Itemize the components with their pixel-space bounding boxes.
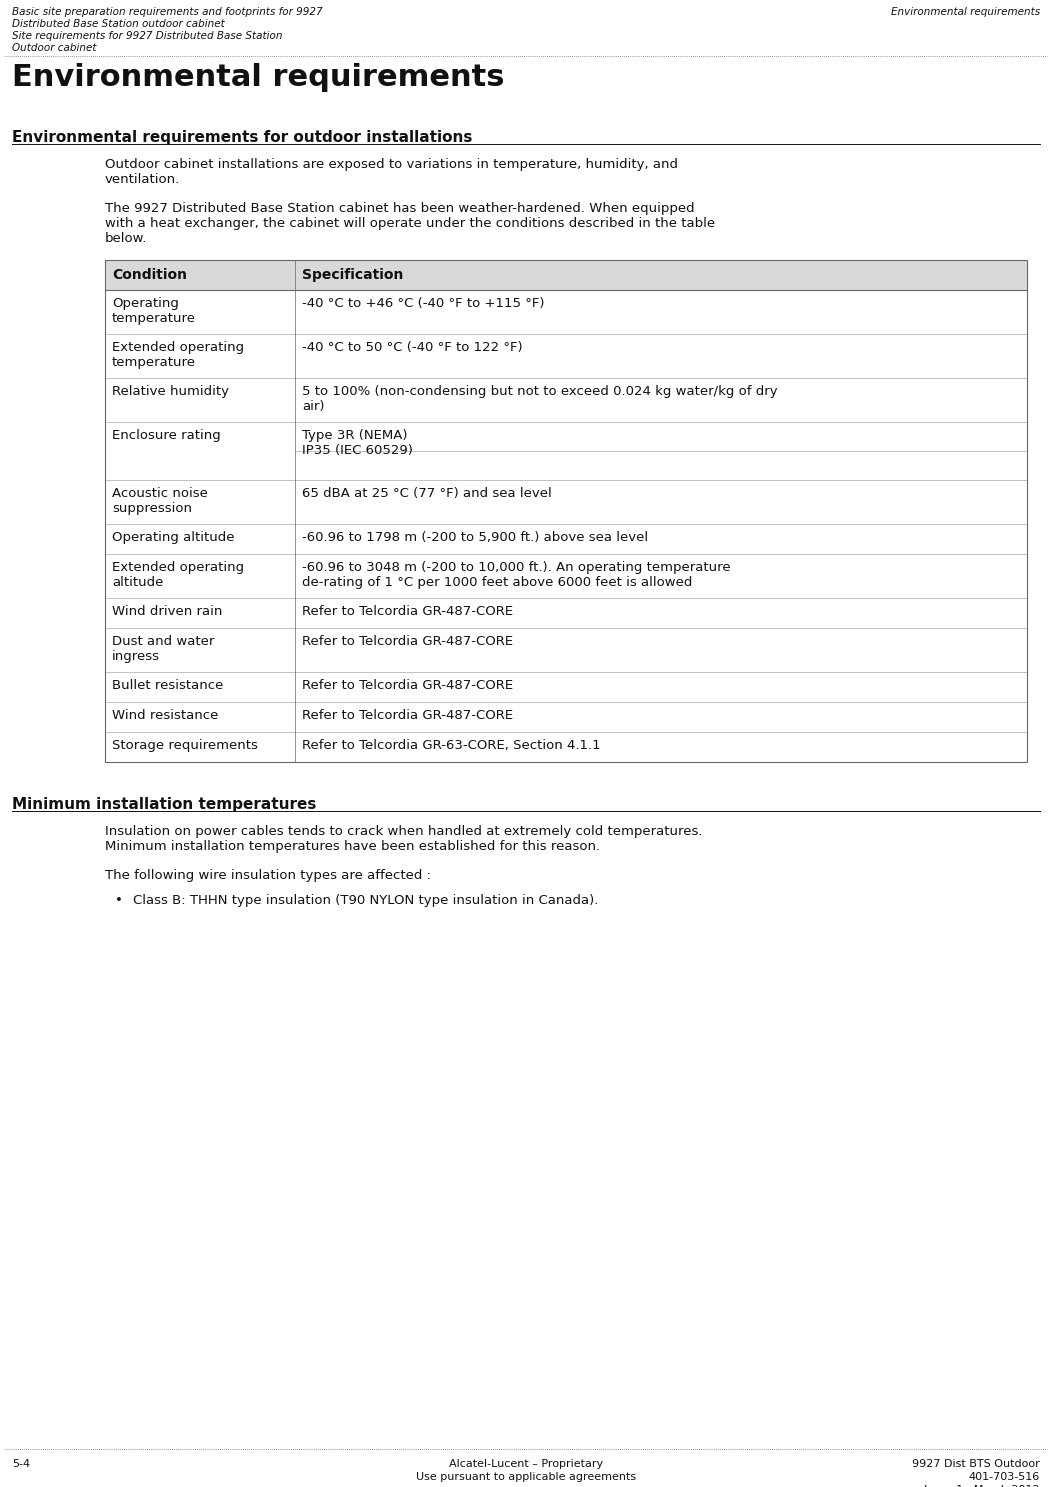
Text: Minimum installation temperatures: Minimum installation temperatures xyxy=(12,797,317,812)
Text: Minimum installation temperatures have been established for this reason.: Minimum installation temperatures have b… xyxy=(105,840,600,854)
Text: 9927 Dist BTS Outdoor: 9927 Dist BTS Outdoor xyxy=(912,1459,1040,1469)
Text: Outdoor cabinet installations are exposed to variations in temperature, humidity: Outdoor cabinet installations are expose… xyxy=(105,158,677,171)
Text: Outdoor cabinet: Outdoor cabinet xyxy=(12,43,97,54)
Text: Extended operating
temperature: Extended operating temperature xyxy=(112,341,244,369)
Text: Wind resistance: Wind resistance xyxy=(112,709,219,723)
Text: Storage requirements: Storage requirements xyxy=(112,739,258,752)
Bar xyxy=(105,260,1027,761)
Text: Relative humidity: Relative humidity xyxy=(112,385,229,399)
Text: below.: below. xyxy=(105,232,147,245)
Text: ventilation.: ventilation. xyxy=(105,172,180,186)
Text: Type 3R (NEMA)
IP35 (IEC 60529): Type 3R (NEMA) IP35 (IEC 60529) xyxy=(302,430,412,457)
Text: Bullet resistance: Bullet resistance xyxy=(112,680,223,691)
Text: Refer to Telcordia GR-487-CORE: Refer to Telcordia GR-487-CORE xyxy=(302,635,513,648)
Text: Acoustic noise
suppression: Acoustic noise suppression xyxy=(112,488,208,515)
Text: Refer to Telcordia GR-487-CORE: Refer to Telcordia GR-487-CORE xyxy=(302,709,513,723)
Text: Enclosure rating: Enclosure rating xyxy=(112,430,221,442)
Text: Environmental requirements: Environmental requirements xyxy=(12,62,505,92)
Text: •: • xyxy=(115,894,123,907)
Text: -60.96 to 3048 m (-200 to 10,000 ft.). An operating temperature
de-rating of 1 °: -60.96 to 3048 m (-200 to 10,000 ft.). A… xyxy=(302,561,731,589)
Text: Operating altitude: Operating altitude xyxy=(112,531,235,544)
Text: 5 to 100% (non-condensing but not to exceed 0.024 kg water/kg of dry
air): 5 to 100% (non-condensing but not to exc… xyxy=(302,385,777,413)
Text: Wind driven rain: Wind driven rain xyxy=(112,605,222,619)
Text: Alcatel-Lucent – Proprietary: Alcatel-Lucent – Proprietary xyxy=(449,1459,603,1469)
Text: -40 °C to +46 °C (-40 °F to +115 °F): -40 °C to +46 °C (-40 °F to +115 °F) xyxy=(302,297,545,309)
Text: Insulation on power cables tends to crack when handled at extremely cold tempera: Insulation on power cables tends to crac… xyxy=(105,825,703,839)
Text: -60.96 to 1798 m (-200 to 5,900 ft.) above sea level: -60.96 to 1798 m (-200 to 5,900 ft.) abo… xyxy=(302,531,648,544)
Text: Site requirements for 9927 Distributed Base Station: Site requirements for 9927 Distributed B… xyxy=(12,31,283,42)
Text: Use pursuant to applicable agreements: Use pursuant to applicable agreements xyxy=(416,1472,636,1483)
Bar xyxy=(105,260,1027,290)
Text: Extended operating
altitude: Extended operating altitude xyxy=(112,561,244,589)
Text: The following wire insulation types are affected :: The following wire insulation types are … xyxy=(105,868,431,882)
Text: Class B: THHN type insulation (T90 NYLON type insulation in Canada).: Class B: THHN type insulation (T90 NYLON… xyxy=(133,894,599,907)
Text: with a heat exchanger, the cabinet will operate under the conditions described i: with a heat exchanger, the cabinet will … xyxy=(105,217,715,230)
Text: Environmental requirements for outdoor installations: Environmental requirements for outdoor i… xyxy=(12,129,472,146)
Text: 65 dBA at 25 °C (77 °F) and sea level: 65 dBA at 25 °C (77 °F) and sea level xyxy=(302,488,551,500)
Text: -40 °C to 50 °C (-40 °F to 122 °F): -40 °C to 50 °C (-40 °F to 122 °F) xyxy=(302,341,523,354)
Text: The 9927 Distributed Base Station cabinet has been weather-hardened. When equipp: The 9927 Distributed Base Station cabine… xyxy=(105,202,694,216)
Text: Condition: Condition xyxy=(112,268,187,283)
Text: 401-703-516: 401-703-516 xyxy=(969,1472,1040,1483)
Text: Refer to Telcordia GR-487-CORE: Refer to Telcordia GR-487-CORE xyxy=(302,605,513,619)
Text: Distributed Base Station outdoor cabinet: Distributed Base Station outdoor cabinet xyxy=(12,19,225,30)
Text: Issue 1   March 2012: Issue 1 March 2012 xyxy=(925,1486,1040,1487)
Text: Dust and water
ingress: Dust and water ingress xyxy=(112,635,215,663)
Text: Specification: Specification xyxy=(302,268,403,283)
Text: Refer to Telcordia GR-487-CORE: Refer to Telcordia GR-487-CORE xyxy=(302,680,513,691)
Text: Refer to Telcordia GR-63-CORE, Section 4.1.1: Refer to Telcordia GR-63-CORE, Section 4… xyxy=(302,739,601,752)
Text: Environmental requirements: Environmental requirements xyxy=(891,7,1040,16)
Text: Operating
temperature: Operating temperature xyxy=(112,297,196,326)
Text: Basic site preparation requirements and footprints for 9927: Basic site preparation requirements and … xyxy=(12,7,323,16)
Text: 5-4: 5-4 xyxy=(12,1459,31,1469)
